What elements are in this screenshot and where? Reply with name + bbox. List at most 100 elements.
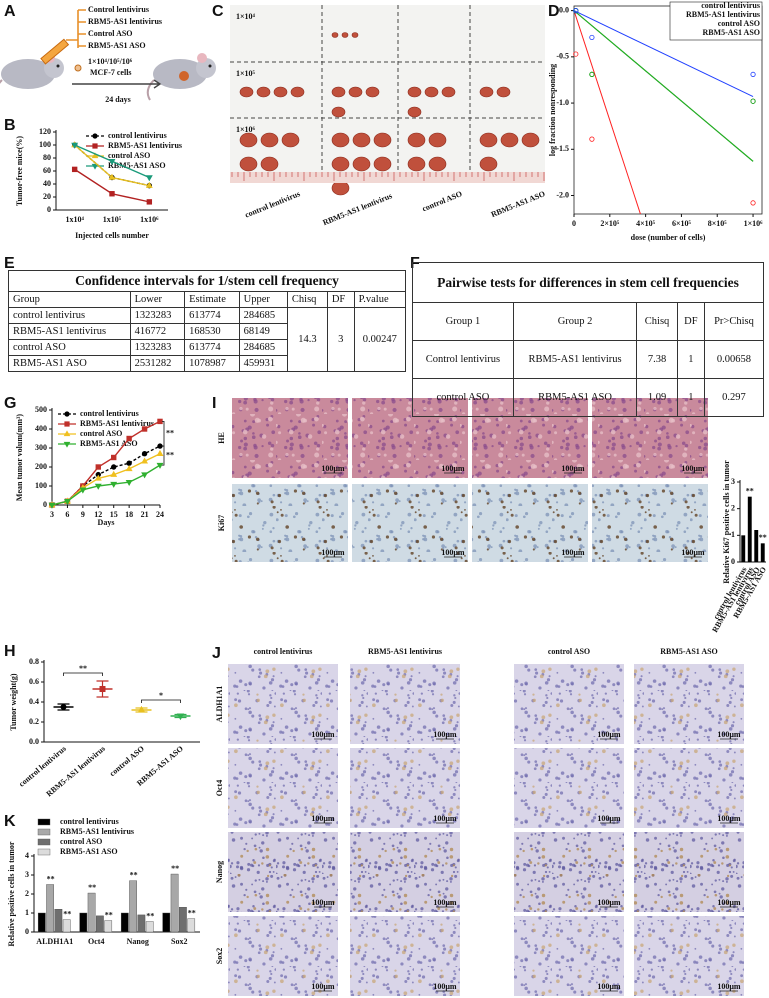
panel-label: I bbox=[212, 395, 216, 412]
tumor bbox=[479, 156, 498, 172]
fit-line bbox=[574, 10, 641, 214]
y-tick-label: 200 bbox=[35, 462, 47, 471]
micrograph bbox=[352, 484, 468, 562]
significance: ** bbox=[171, 864, 179, 873]
tumor bbox=[428, 132, 447, 148]
table-cell: 7.38 bbox=[636, 340, 678, 379]
marker bbox=[63, 498, 71, 505]
header-cell: Pr>Chisq bbox=[703, 302, 765, 341]
y-tick-label: 0.4 bbox=[29, 697, 39, 706]
marker bbox=[125, 479, 133, 486]
table-cell: control ASO bbox=[412, 378, 514, 417]
table-cell: RBM5-AS1 lentivirus bbox=[8, 323, 131, 340]
panel-label: C bbox=[212, 3, 224, 20]
significance: ** bbox=[146, 911, 154, 920]
y-tick-label: 3 bbox=[731, 477, 735, 486]
marker bbox=[141, 457, 149, 464]
panel-label: J bbox=[212, 645, 221, 662]
table-cell: Control lentivirus bbox=[412, 340, 514, 379]
tumor bbox=[290, 86, 305, 98]
y-tick-label: -0.5 bbox=[556, 52, 569, 61]
bar bbox=[741, 535, 746, 562]
tumor bbox=[331, 32, 339, 38]
marker bbox=[64, 421, 70, 427]
marker bbox=[108, 159, 116, 166]
table-cell: 416772 bbox=[129, 323, 186, 340]
marker bbox=[92, 143, 98, 149]
tumor bbox=[331, 180, 350, 196]
marker bbox=[126, 435, 132, 442]
table-cell: 0.00658 bbox=[703, 340, 765, 379]
bar bbox=[79, 912, 88, 933]
table-cell: control ASO bbox=[8, 339, 131, 356]
tumor bbox=[260, 156, 279, 172]
marker bbox=[95, 464, 101, 470]
micrograph bbox=[634, 916, 744, 996]
significance: ** bbox=[88, 883, 96, 892]
tumor bbox=[521, 132, 540, 148]
fit-line bbox=[574, 10, 754, 162]
legend-label: control ASO bbox=[60, 837, 102, 846]
tumor bbox=[496, 86, 511, 98]
table-cell: 1078987 bbox=[184, 355, 240, 372]
tumor bbox=[407, 106, 422, 118]
marker bbox=[110, 481, 118, 488]
row-label: Ki67 bbox=[217, 515, 226, 531]
scale-bar-label: 100μm bbox=[433, 898, 457, 907]
micrograph bbox=[634, 832, 744, 912]
bracket bbox=[63, 672, 103, 676]
panel-label: A bbox=[4, 3, 16, 20]
chart: 0 1 2 3 4 ALDH1A1 Oct4 Nanog Sox2 Relative positi… bbox=[7, 817, 200, 946]
bar bbox=[187, 918, 196, 933]
micrograph bbox=[514, 916, 624, 996]
significance: ** bbox=[130, 871, 138, 880]
tumor bbox=[441, 86, 456, 98]
micrograph bbox=[514, 748, 624, 828]
row-label: Nanog bbox=[215, 861, 224, 883]
tumor bbox=[179, 71, 189, 81]
scale-bar-label: 100μm bbox=[717, 898, 741, 907]
table-cell: 0.297 bbox=[703, 378, 765, 417]
tumor bbox=[341, 32, 349, 38]
bar bbox=[37, 912, 46, 933]
marker bbox=[125, 465, 133, 472]
legend-swatch bbox=[37, 848, 51, 856]
bar bbox=[747, 496, 752, 562]
column-label: RBM5-AS1 ASO bbox=[490, 189, 547, 219]
marker bbox=[141, 451, 148, 457]
micrograph bbox=[514, 664, 624, 744]
scale-bar-label: 100μm bbox=[597, 730, 621, 739]
marker bbox=[126, 460, 132, 466]
header-cell: Group bbox=[8, 291, 131, 308]
row-label: 1×10⁵ bbox=[236, 69, 256, 78]
table-row: RBM5-AS1 ASO 2531282 1078987 459931 bbox=[8, 355, 406, 372]
y-tick-label: 100 bbox=[39, 140, 51, 149]
tumor bbox=[256, 86, 271, 98]
mouse-icon bbox=[0, 53, 64, 89]
mouse-tail bbox=[146, 79, 155, 101]
y-tick-label: 300 bbox=[35, 443, 47, 452]
legend-swatch bbox=[37, 818, 51, 826]
x-tick-label: 4×10⁵ bbox=[636, 219, 656, 228]
fit-lines bbox=[574, 10, 754, 214]
marker bbox=[91, 163, 99, 170]
marker bbox=[71, 166, 78, 173]
significance: ** bbox=[63, 909, 71, 918]
significance: ** bbox=[746, 486, 754, 495]
marker bbox=[573, 51, 579, 57]
table: Pairwise tests for differences in stem c… bbox=[412, 262, 765, 417]
marker bbox=[145, 181, 153, 188]
marker bbox=[63, 441, 71, 448]
significance: ** bbox=[105, 910, 113, 919]
mouse-head bbox=[44, 58, 64, 78]
syringe bbox=[40, 38, 70, 65]
legend-label: RBM5-AS1 ASO bbox=[60, 847, 118, 856]
micrograph bbox=[634, 748, 744, 828]
table-cell: 68149 bbox=[238, 323, 288, 340]
mouse-eye bbox=[56, 64, 60, 68]
legend-label: RBM5-AS1 ASO bbox=[702, 28, 760, 37]
group-label: RBM5-AS1 lentivirus bbox=[88, 17, 162, 26]
